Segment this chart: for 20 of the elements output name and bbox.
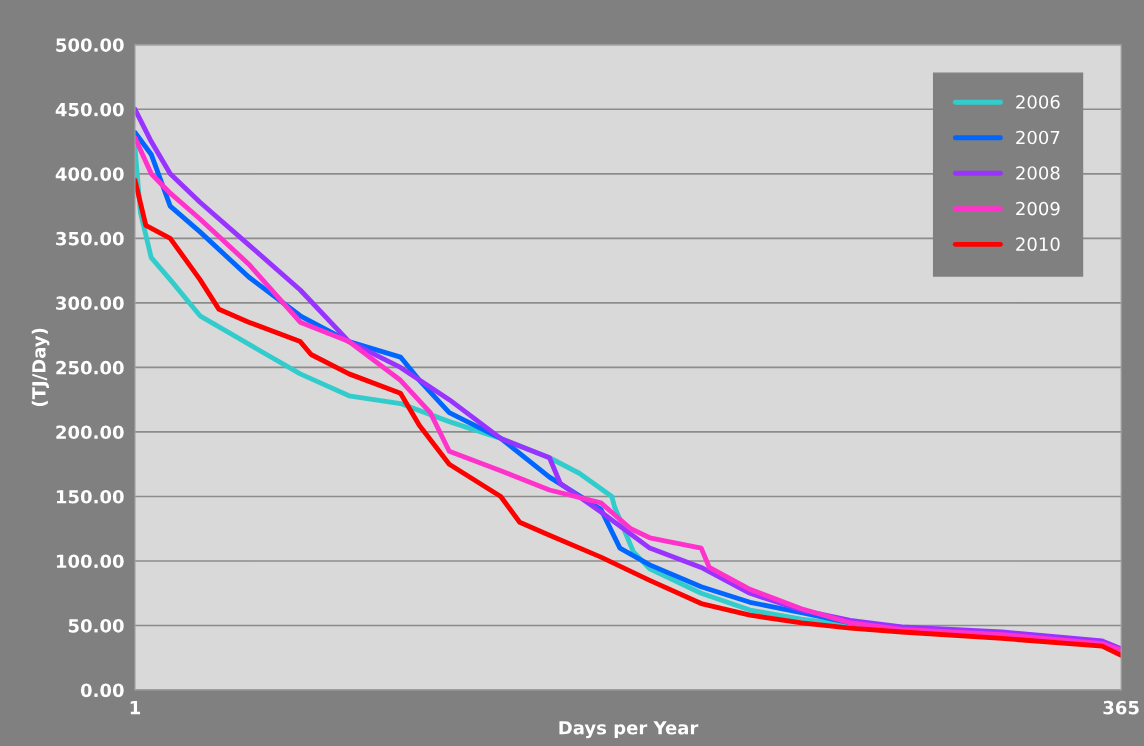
x-tick-label: 365	[1103, 700, 1139, 715]
x-axis-title: Days per Year	[559, 721, 699, 739]
y-axis-title: (TJ/Day)	[31, 328, 50, 407]
y-tick-label: 300.00	[56, 296, 124, 310]
y-tick-label: 250.00	[56, 360, 124, 375]
y-tick-label: 150.00	[56, 489, 124, 504]
legend-label: 2009	[1016, 201, 1060, 216]
y-tick-label: 500.00	[56, 38, 124, 52]
y-tick-label: 350.00	[56, 231, 124, 246]
legend-label: 2006	[1016, 95, 1060, 109]
y-tick-label: 0.00	[80, 683, 124, 698]
y-tick-label: 50.00	[68, 618, 124, 633]
y-tick-label: 400.00	[55, 167, 124, 181]
legend-label: 2010	[1016, 237, 1060, 251]
legend-label: 2007	[1016, 130, 1060, 145]
y-tick-label: 200.00	[56, 425, 124, 440]
legend-label: 2008	[1016, 166, 1060, 180]
y-tick-label: 450.00	[55, 102, 124, 117]
x-tick-label: 1	[130, 701, 141, 715]
y-tick-label: 100.00	[56, 554, 124, 569]
